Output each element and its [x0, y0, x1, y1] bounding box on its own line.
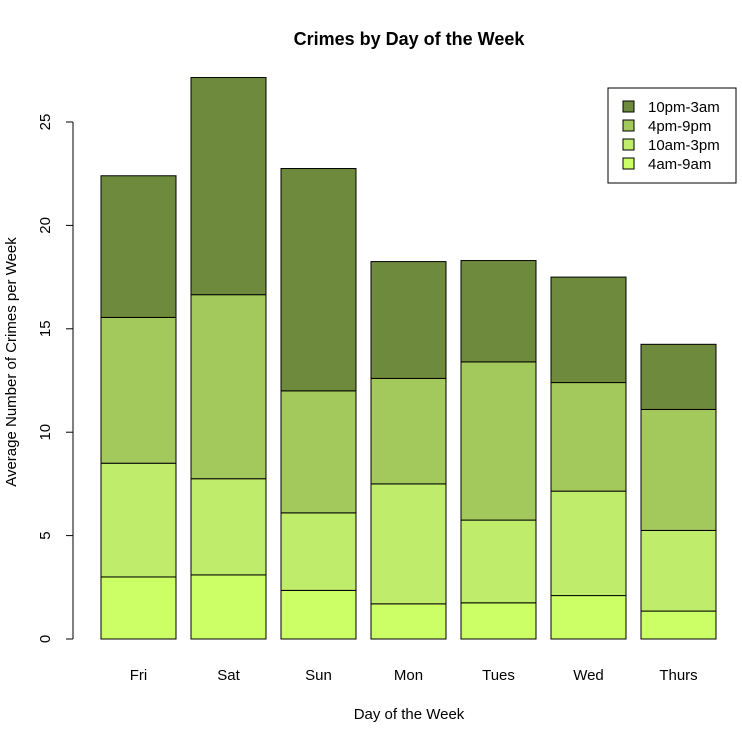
bar-segment [460, 260, 537, 363]
x-tick-label: Fri [130, 667, 148, 684]
bar-segment [550, 382, 627, 492]
bar-segment [100, 316, 177, 464]
bar-stack-sat [190, 77, 267, 640]
legend-label: 4am-9am [648, 156, 711, 173]
x-tick-label: Tues [482, 667, 515, 684]
legend-swatch [622, 119, 635, 132]
bar-segment [190, 574, 267, 640]
x-axis-ticks: Fri Sat Sun Mon Tues Wed Thurs [130, 667, 698, 684]
bar-segment [280, 168, 357, 392]
bar-segment [460, 361, 537, 521]
bar-segment [280, 589, 357, 640]
bar-segment [550, 276, 627, 384]
x-axis-label: Day of the Week [354, 706, 465, 723]
legend-label: 10pm-3am [648, 99, 720, 116]
x-tick-label: Sun [305, 667, 332, 684]
legend-swatch [622, 100, 635, 113]
bar-segment [640, 408, 717, 531]
bar-stack-thurs [640, 343, 717, 640]
y-tick-label: 25 [37, 114, 54, 131]
legend-item: 10am-3pm [622, 137, 720, 154]
bars [100, 77, 717, 640]
legend-item: 4pm-9pm [622, 118, 711, 135]
legend-swatch [622, 138, 635, 151]
bar-segment [190, 294, 267, 480]
legend: 10pm-3am 4pm-9pm 10am-3pm 4am-9am [607, 87, 737, 184]
bar-segment [640, 610, 717, 640]
y-axis-label: Average Number of Crimes per Week [3, 237, 20, 487]
bar-segment [190, 77, 267, 296]
bar-segment [370, 603, 447, 640]
bar-segment [370, 483, 447, 605]
chart-title: Crimes by Day of the Week [294, 29, 526, 49]
legend-swatch [622, 157, 635, 170]
bar-segment [280, 512, 357, 591]
x-tick-label: Thurs [659, 667, 697, 684]
legend-item: 4am-9am [622, 156, 711, 173]
bar-segment [460, 602, 537, 640]
bar-segment [460, 519, 537, 604]
bar-stack-tues [460, 260, 537, 640]
bar-segment [100, 462, 177, 578]
y-tick-label: 0 [37, 635, 54, 643]
legend-label: 4pm-9pm [648, 118, 711, 135]
bar-segment [550, 595, 627, 640]
bar-segment [370, 377, 447, 485]
bar-segment [100, 175, 177, 318]
bar-segment [190, 478, 267, 576]
bar-segment [550, 490, 627, 597]
bar-segment [640, 529, 717, 612]
y-axis: 0 5 10 15 20 25 [37, 114, 74, 643]
bar-segment [100, 576, 177, 640]
bar-segment [640, 343, 717, 410]
legend-item: 10pm-3am [622, 99, 720, 116]
y-tick-label: 10 [37, 424, 54, 441]
y-tick-label: 20 [37, 217, 54, 234]
y-tick-label: 15 [37, 320, 54, 337]
x-tick-label: Wed [573, 667, 604, 684]
bar-stack-wed [550, 276, 627, 640]
bar-segment [370, 261, 447, 379]
legend-label: 10am-3pm [648, 137, 720, 154]
bar-stack-sun [280, 168, 357, 640]
bar-segment [280, 390, 357, 514]
bar-stack-mon [370, 261, 447, 640]
y-tick-label: 5 [37, 531, 54, 539]
x-tick-label: Mon [394, 667, 423, 684]
bar-stack-fri [100, 175, 177, 640]
x-tick-label: Sat [217, 667, 240, 684]
